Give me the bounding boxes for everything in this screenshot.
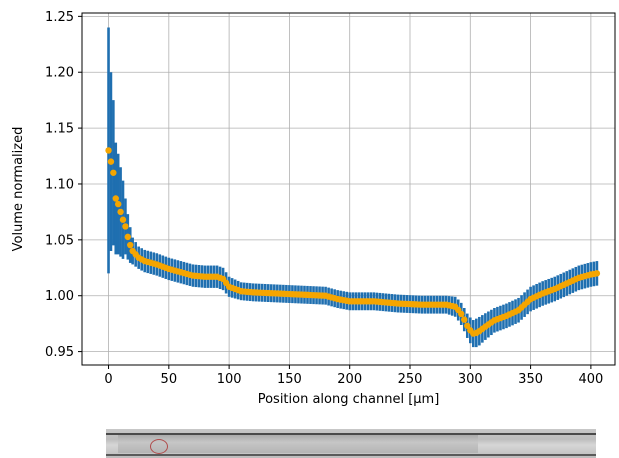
chart: 0 50 100 150 200 250 300 350 400 0.95 1.00 1.05 1.1…: [11, 10, 616, 407]
x-tick-label: 400: [578, 372, 603, 387]
x-tick-label: 100: [217, 372, 242, 387]
y-tick-label: 1.15: [45, 122, 74, 137]
data-point: [117, 208, 124, 216]
y-tick-label: 1.10: [45, 177, 74, 192]
y-tick-label: 1.05: [45, 233, 74, 248]
x-axis-ticks: 0 50 100 150 200 250 300 350 400: [104, 365, 603, 387]
data-point: [112, 195, 119, 202]
data-point: [119, 216, 127, 223]
channel-micrograph: [106, 429, 596, 458]
data-point: [110, 169, 117, 176]
data-point: [122, 223, 129, 230]
x-tick-label: 300: [458, 372, 483, 387]
y-axis-label: Volume normalized: [11, 127, 26, 252]
data-point: [127, 241, 134, 249]
cell-outline: [150, 439, 168, 454]
data-point: [458, 310, 465, 318]
channel-wall-bottom: [106, 454, 596, 456]
x-axis-label: Position along channel [µm]: [258, 392, 440, 407]
x-tick-label: 150: [277, 372, 302, 387]
x-tick-label: 350: [518, 372, 543, 387]
y-tick-label: 1.25: [45, 10, 74, 25]
x-tick-label: 250: [398, 372, 423, 387]
y-axis-ticks: 0.95 1.00 1.05 1.10 1.15 1.20 1.25: [45, 10, 82, 360]
data-point: [593, 270, 601, 277]
data-point: [105, 147, 112, 154]
plot-frame: [81, 12, 616, 366]
data-point: [461, 316, 468, 323]
channel-wall-top: [106, 433, 596, 435]
data-point: [124, 233, 132, 241]
channel-constriction: [118, 435, 478, 453]
y-tick-label: 1.20: [45, 66, 74, 81]
y-tick-label: 0.95: [45, 345, 74, 360]
data-point: [464, 322, 471, 329]
data-point: [107, 158, 115, 165]
data-points: [105, 147, 601, 337]
x-tick-label: 200: [337, 372, 362, 387]
data-point: [114, 200, 122, 208]
grid: [82, 13, 615, 365]
x-tick-label: 0: [104, 372, 112, 387]
x-tick-label: 50: [161, 372, 178, 387]
y-tick-label: 1.00: [45, 289, 74, 304]
